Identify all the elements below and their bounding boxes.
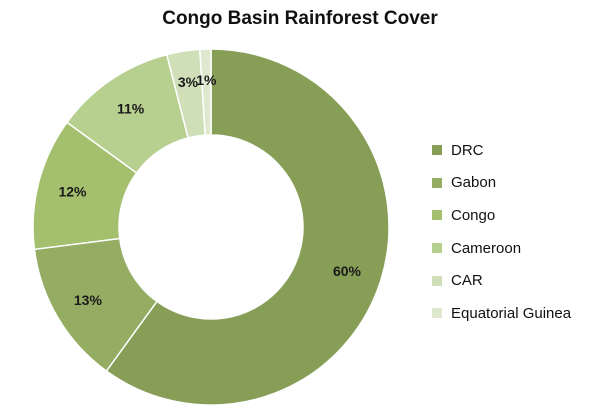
slice-labels: 60% 13% 12% 11% 3%1% bbox=[58, 72, 361, 308]
legend-swatch bbox=[432, 243, 442, 254]
legend-label: Gabon bbox=[451, 174, 497, 192]
slice-label-gabon: 13% bbox=[74, 292, 103, 308]
donut-slices bbox=[32, 48, 390, 406]
legend-label: DRC bbox=[451, 141, 484, 159]
slice-label-car: 3% bbox=[178, 74, 199, 90]
chart-title: Congo Basin Rainforest Cover bbox=[162, 8, 438, 29]
legend-item-drc: DRC bbox=[432, 134, 571, 167]
slice-equatorial-guinea bbox=[199, 48, 212, 136]
legend-item-cameroon: Cameroon bbox=[432, 232, 571, 265]
slice-label-cameroon: 11% bbox=[117, 101, 145, 117]
legend-label: Cameroon bbox=[451, 239, 522, 257]
legend-item-gabon: Gabon bbox=[432, 167, 571, 200]
legend-swatch bbox=[432, 308, 442, 319]
legend-label: CAR bbox=[451, 272, 483, 290]
legend-label: Congo bbox=[451, 206, 496, 224]
legend-swatch bbox=[432, 177, 442, 188]
slice-label-drc: 60% bbox=[333, 263, 362, 279]
slice-drc bbox=[105, 48, 390, 406]
legend-swatch bbox=[432, 145, 442, 156]
slice-label-equatorial-guinea: 1% bbox=[196, 72, 217, 88]
legend-swatch bbox=[432, 275, 442, 286]
chart-legend: DRC Gabon Congo Cameroon CAR Equatorial Guine… bbox=[432, 134, 571, 330]
legend-item-congo: Congo bbox=[432, 199, 571, 232]
slice-label-congo: 12% bbox=[58, 183, 87, 199]
legend-item-equatorial-guinea: Equatorial Guinea bbox=[432, 297, 571, 330]
legend-item-car: CAR bbox=[432, 264, 571, 297]
legend-swatch bbox=[432, 210, 442, 221]
legend-label: Equatorial Guinea bbox=[451, 304, 572, 322]
